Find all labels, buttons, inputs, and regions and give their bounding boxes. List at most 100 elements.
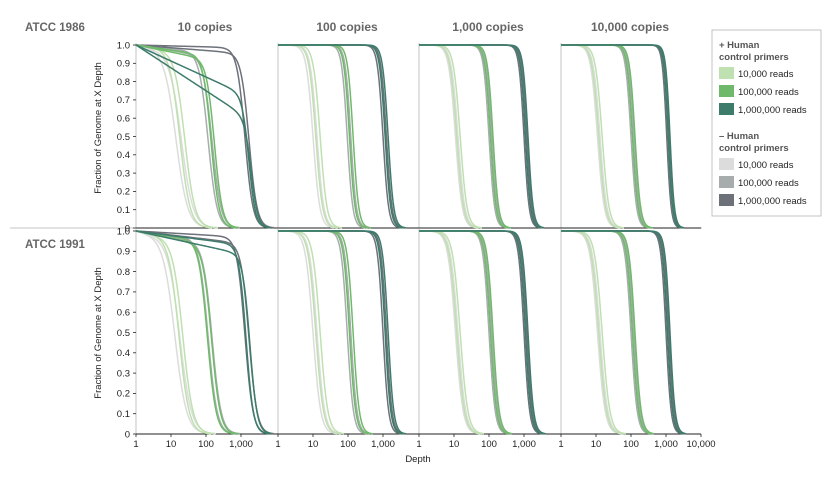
y-tick-label: 0.6 — [117, 308, 130, 319]
y-tick-label: 0.2 — [117, 389, 130, 400]
legend: + Human control primers 10,000 reads 100… — [711, 29, 822, 217]
y-tick-label: 0.9 — [117, 247, 130, 258]
curve-atcc-1991-10-000-copies-plus-10-000-reads-0 — [561, 230, 624, 435]
curve-atcc-1991-10-copies-minus-100-000-reads-0 — [135, 230, 237, 435]
curve-atcc-1991-10-000-copies-plus-1-000-000-reads-1 — [561, 230, 687, 435]
curve-atcc-1991-100-copies-plus-1-000-000-reads-0 — [278, 230, 404, 435]
legend-group-2-title-line-1: – Human — [719, 131, 759, 142]
column-title-1000-copies: 1,000 copies — [452, 20, 524, 34]
y-tick-label: 0 — [125, 429, 130, 440]
y-tick-label: 0.8 — [117, 267, 130, 278]
y-tick-label: 0 — [125, 223, 130, 234]
x-tick-label: 100 — [340, 439, 356, 450]
curve-atcc-1986-10-copies-plus-100-000-reads-1 — [135, 44, 240, 229]
row-label-atcc-1991: ATCC 1991 — [25, 239, 85, 251]
curve-atcc-1986-1-000-copies-plus-100-000-reads-1 — [419, 44, 512, 229]
curve-atcc-1986-10-000-copies-plus-1-000-000-reads-1 — [561, 44, 685, 229]
curve-atcc-1986-1-000-copies-plus-10-000-reads-0 — [419, 44, 479, 229]
x-tick-label: 1,000 — [229, 439, 253, 450]
y-tick-label: 0.4 — [117, 150, 130, 161]
y-tick-label: 0.3 — [117, 368, 130, 379]
curve-atcc-1991-1-000-copies-plus-10-000-reads-0 — [419, 230, 482, 435]
legend-group-1-title-line-2: control primers — [719, 52, 789, 63]
y-tick-label: 0.5 — [117, 132, 130, 143]
legend-swatch-minus-10000 — [719, 158, 734, 170]
curve-atcc-1991-100-copies-minus-10-000-reads-0 — [277, 230, 338, 435]
legend-label-minus-1000000: 1,000,000 reads — [738, 196, 807, 207]
x-tick-label: 1 — [558, 439, 563, 450]
y-axis-title-top: Fraction of Genome at X Depth — [93, 62, 104, 193]
x-tick-label: 10 — [308, 439, 319, 450]
curve-atcc-1991-1-000-copies-plus-100-000-reads-1 — [419, 230, 513, 435]
curve-atcc-1991-10-copies-plus-1-000-000-reads-0 — [135, 230, 270, 435]
y-axis-title-bottom: Fraction of Genome at X Depth — [93, 267, 104, 398]
curve-atcc-1986-10-copies-plus-1-000-000-reads-1 — [135, 44, 272, 229]
y-tick-label: 1.0 — [117, 40, 130, 51]
curve-atcc-1991-10-copies-plus-10-000-reads-1 — [135, 230, 216, 435]
y-tick-label: 0.5 — [117, 328, 130, 339]
curve-atcc-1986-1-000-copies-minus-10-000-reads-0 — [418, 44, 478, 229]
legend-group-1-title-line-1: + Human — [719, 40, 760, 51]
curve-atcc-1991-10-copies-minus-1-000-000-reads-1 — [135, 230, 275, 435]
x-tick-label: 100 — [481, 439, 497, 450]
curve-atcc-1986-100-copies-plus-1-000-000-reads-0 — [278, 44, 404, 229]
y-tick-label: 0.1 — [117, 409, 130, 420]
y-tick-label: 0.4 — [117, 348, 130, 359]
curve-atcc-1991-100-copies-plus-100-000-reads-1 — [278, 230, 374, 435]
legend-swatch-plus-1000000 — [719, 103, 734, 115]
curve-atcc-1986-100-copies-minus-10-000-reads-1 — [278, 44, 339, 229]
y-tick-label: 1.0 — [117, 226, 130, 237]
curve-atcc-1991-10-000-copies-plus-100-000-reads-1 — [561, 230, 655, 435]
y-tick-label: 0.2 — [117, 187, 130, 198]
x-tick-label: 1,000 — [371, 439, 395, 450]
y-tick-label: 0.8 — [117, 77, 130, 88]
curve-atcc-1986-10-copies-minus-1-000-000-reads-0 — [135, 44, 271, 229]
curve-atcc-1986-10-000-copies-minus-1-000-000-reads-0 — [561, 44, 682, 229]
y-tick-label: 0.9 — [117, 59, 130, 70]
y-tick-label: 0.7 — [117, 95, 130, 106]
curve-atcc-1986-10-000-copies-plus-10-000-reads-0 — [561, 44, 621, 229]
row-label-atcc-1986: ATCC 1986 — [25, 22, 85, 34]
curve-atcc-1986-10-copies-plus-100-000-reads-0 — [135, 44, 237, 229]
legend-swatch-minus-1000000 — [719, 194, 734, 206]
x-axis-title: Depth — [405, 454, 430, 465]
curve-atcc-1991-100-copies-plus-10-000-reads-0 — [278, 230, 341, 435]
x-tick-label: 100 — [623, 439, 639, 450]
x-tick-label: 1 — [416, 439, 421, 450]
column-title-100-copies: 100 copies — [316, 20, 378, 34]
x-tick-label: 1 — [275, 439, 280, 450]
legend-group-2-title-line-2: control primers — [719, 143, 789, 154]
legend-label-plus-1000000: 1,000,000 reads — [738, 105, 807, 116]
curve-atcc-1986-1-000-copies-plus-1-000-000-reads-1 — [419, 44, 545, 229]
x-tick-label: 1,000 — [512, 439, 536, 450]
y-tick-label: 0.6 — [117, 114, 130, 125]
x-tick-label: 10 — [449, 439, 460, 450]
y-tick-label: 0.1 — [117, 205, 130, 216]
x-tick-label: 100 — [198, 439, 214, 450]
column-title-10-copies: 10 copies — [178, 20, 233, 34]
column-title-10000-copies: 10,000 copies — [591, 20, 669, 34]
x-tick-label: 10 — [591, 439, 602, 450]
curve-atcc-1986-100-copies-plus-100-000-reads-1 — [278, 44, 372, 229]
legend-label-minus-100000: 100,000 reads — [738, 178, 799, 189]
curve-atcc-1986-10-000-copies-plus-100-000-reads-1 — [561, 44, 654, 229]
y-tick-label: 0.3 — [117, 168, 130, 179]
curve-atcc-1991-10-copies-plus-1-000-000-reads-1 — [135, 230, 273, 435]
y-tick-label: 0.7 — [117, 287, 130, 298]
legend-label-plus-10000: 10,000 reads — [738, 69, 794, 80]
legend-swatch-plus-10000 — [719, 67, 734, 79]
curve-atcc-1991-1-000-copies-plus-1-000-000-reads-1 — [419, 230, 547, 435]
curve-atcc-1986-10-000-copies-plus-1-000-000-reads-0 — [561, 44, 683, 229]
legend-label-plus-100000: 100,000 reads — [738, 87, 799, 98]
legend-label-minus-10000: 10,000 reads — [738, 160, 794, 171]
curve-atcc-1986-10-copies-minus-1-000-000-reads-1 — [135, 44, 275, 229]
x-tick-label: 1,000 — [654, 439, 678, 450]
curve-atcc-1986-100-copies-plus-1-000-000-reads-1 — [278, 44, 407, 229]
curve-atcc-1991-10-copies-minus-10-000-reads-1 — [135, 230, 217, 435]
curve-atcc-1986-10-000-copies-minus-10-000-reads-0 — [560, 44, 620, 229]
legend-swatch-plus-100000 — [719, 85, 734, 97]
x-tick-label: 1 — [133, 439, 138, 450]
curve-atcc-1991-100-copies-plus-1-000-000-reads-1 — [278, 230, 407, 435]
